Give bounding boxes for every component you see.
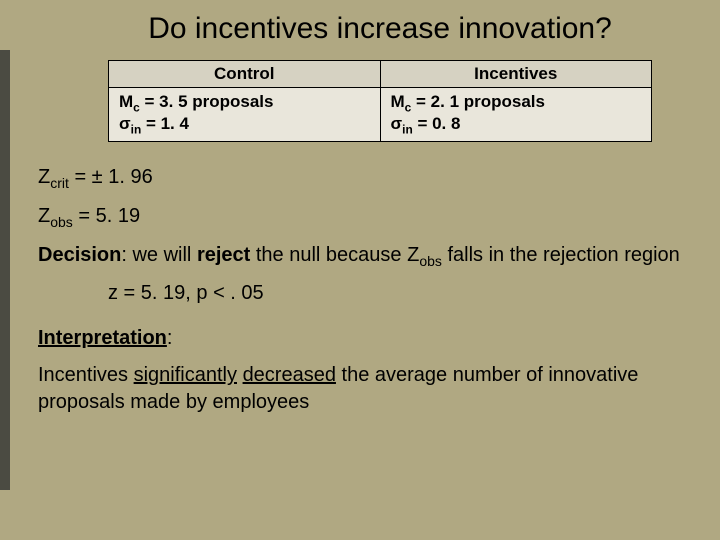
body-text: Zcrit = ± 1. 96 Zobs = 5. 19 Decision: w… [38,164,692,417]
interp-u2: decreased [243,364,336,386]
zcrit-line: Zcrit = ± 1. 96 [38,164,692,193]
table-row: Mc = 3. 5 proposals σin = 1. 4 Mc = 2. 1… [109,88,652,142]
zcrit-sub: crit [50,175,69,191]
decision-label: Decision [38,244,121,266]
decision-sub: obs [419,253,442,269]
decision-line: Decision: we will reject the null becaus… [38,242,692,271]
zcrit-rest: = ± 1. 96 [69,166,153,188]
table-header-row: Control Incentives [109,61,652,88]
stats-table-wrap: Control Incentives Mc = 3. 5 proposals σ… [108,60,652,142]
slide: Do incentives increase innovation? Contr… [0,0,720,540]
m-label: M [391,92,405,111]
header-control: Control [109,61,381,88]
cell-incentives: Mc = 2. 1 proposals σin = 0. 8 [380,88,652,142]
interpretation-label: Interpretation [38,327,167,349]
z-result-line: z = 5. 19, p < . 05 [108,280,692,307]
accent-bar [0,50,10,490]
zobs-label: Z [38,205,50,227]
header-incentives: Incentives [380,61,652,88]
sigma-sub: in [131,123,142,137]
zobs-sub: obs [50,214,73,230]
incentives-line2: σin = 0. 8 [391,114,461,133]
incentives-line1: Mc = 2. 1 proposals [391,92,546,111]
m-label: M [119,92,133,111]
interpretation-colon: : [167,327,173,349]
stats-table: Control Incentives Mc = 3. 5 proposals σ… [108,60,652,142]
interp-t1: Incentives [38,364,134,386]
control-line2: σin = 1. 4 [119,114,189,133]
zobs-line: Zobs = 5. 19 [38,203,692,232]
decision-t2: the null because Z [250,244,419,266]
zcrit-label: Z [38,166,50,188]
sigma-label: σ [119,114,131,133]
control-line1: Mc = 3. 5 proposals [119,92,274,111]
sigma-label: σ [391,114,403,133]
zobs-rest: = 5. 19 [73,205,140,227]
interpretation-text: Incentives significantly decreased the a… [38,362,692,416]
interp-u1: significantly [134,364,237,386]
decision-t3: falls in the rejection region [442,244,680,266]
m-sub: c [133,100,140,114]
sigma-rest: = 1. 4 [141,114,189,133]
decision-t1: : we will [121,244,197,266]
interpretation-heading: Interpretation: [38,325,692,352]
m-rest: = 3. 5 proposals [140,92,274,111]
sigma-rest: = 0. 8 [413,114,461,133]
sigma-sub: in [402,123,413,137]
page-title: Do incentives increase innovation? [68,12,692,46]
decision-reject: reject [197,244,250,266]
m-rest: = 2. 1 proposals [411,92,545,111]
cell-control: Mc = 3. 5 proposals σin = 1. 4 [109,88,381,142]
